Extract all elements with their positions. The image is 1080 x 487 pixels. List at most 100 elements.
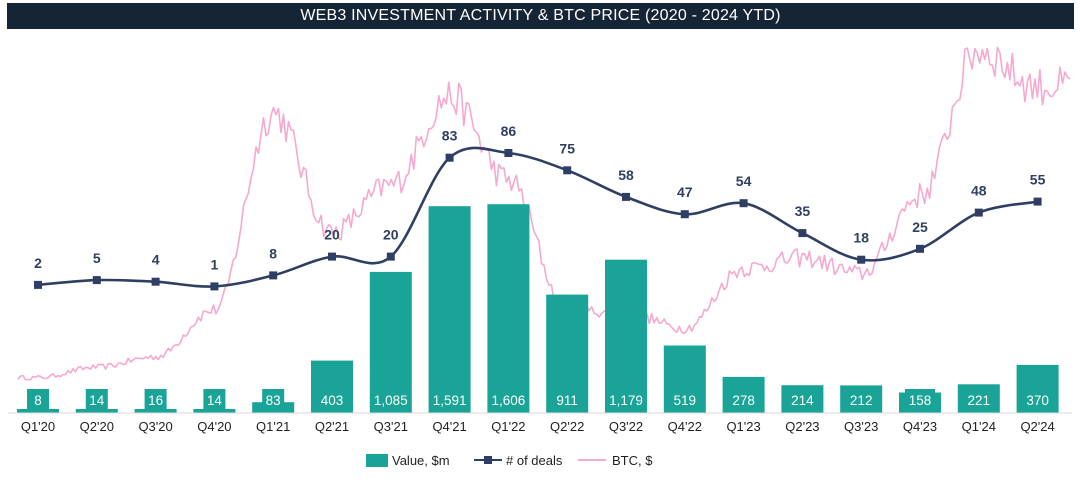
value-bar xyxy=(17,409,59,413)
deals-label: 2 xyxy=(34,255,42,271)
deals-label: 4 xyxy=(152,252,160,268)
deals-label: 35 xyxy=(795,203,811,219)
value-label: 158 xyxy=(909,393,932,408)
x-tick-label: Q1'22 xyxy=(491,419,525,434)
value-label: 8 xyxy=(34,393,42,408)
value-label-badge xyxy=(85,389,108,409)
value-label: 1,591 xyxy=(433,393,467,408)
value-label: 1,085 xyxy=(374,393,408,408)
value-label: 14 xyxy=(207,393,223,408)
value-bar xyxy=(546,294,589,413)
value-label: 278 xyxy=(732,393,755,408)
deals-line xyxy=(37,146,1038,288)
deals-marker xyxy=(34,280,42,289)
deals-marker xyxy=(269,271,278,280)
btc-price-layer xyxy=(17,46,1071,381)
legend-swatch-value xyxy=(366,454,388,467)
value-bar xyxy=(193,409,236,413)
value-bar xyxy=(134,409,177,413)
x-tick-label: Q2'21 xyxy=(315,419,349,434)
deals-label: 20 xyxy=(383,227,399,243)
deals-marker xyxy=(92,276,101,285)
chart-title: WEB3 INVESTMENT ACTIVITY & BTC PRICE (20… xyxy=(7,3,1074,29)
legend-label-value: Value, $m xyxy=(392,453,450,468)
legend-marker-deals xyxy=(484,456,492,464)
value-label: 403 xyxy=(321,393,344,408)
deals-label: 75 xyxy=(559,140,575,156)
x-tick-label: Q1'24 xyxy=(962,419,996,434)
deals-label: 47 xyxy=(677,184,693,200)
x-tick-label: Q3'22 xyxy=(609,419,643,434)
x-tick-label: Q2'24 xyxy=(1020,419,1054,434)
deals-marker xyxy=(916,244,924,253)
deals-label: 48 xyxy=(971,183,987,199)
deals-marker xyxy=(857,255,866,264)
deals-marker xyxy=(504,149,513,157)
value-bar xyxy=(781,385,824,413)
value-bars-layer: 8 14 16 14 83 403 1,085 1,591 1,606 911 1,179 519 27… xyxy=(17,204,1059,413)
deals-marker xyxy=(328,252,336,261)
x-tick-label: Q1'21 xyxy=(256,419,290,434)
x-tick-label: Q1'20 xyxy=(21,419,55,434)
value-bar xyxy=(369,271,412,413)
deals-marker xyxy=(739,199,748,208)
value-label: 83 xyxy=(266,393,281,408)
deals-marker xyxy=(563,166,572,175)
x-tick-label: Q4'23 xyxy=(903,419,937,434)
value-label: 1,606 xyxy=(492,393,526,408)
deals-label: 54 xyxy=(736,173,752,189)
deals-marker xyxy=(1033,197,1042,206)
value-label: 519 xyxy=(674,393,697,408)
deals-label: 5 xyxy=(93,250,101,266)
x-tick-label: Q4'20 xyxy=(197,419,231,434)
deals-marker xyxy=(210,282,219,291)
value-bar xyxy=(663,345,706,413)
deals-marker xyxy=(680,210,689,219)
deals-marker xyxy=(151,277,160,286)
legend: Value, $m # of deals BTC, $ xyxy=(366,453,653,468)
deals-label: 55 xyxy=(1030,172,1046,188)
value-bar xyxy=(957,384,1000,413)
deals-marker xyxy=(445,153,454,162)
value-bar xyxy=(428,206,471,413)
deals-label: 86 xyxy=(501,123,517,139)
value-label-badge xyxy=(144,389,167,409)
value-label: 14 xyxy=(89,393,105,408)
value-label: 1,179 xyxy=(609,393,643,408)
legend-label-deals: # of deals xyxy=(506,453,563,468)
value-label: 221 xyxy=(968,393,991,408)
value-label: 16 xyxy=(148,393,163,408)
x-tick-label: Q2'22 xyxy=(550,419,584,434)
deals-marker xyxy=(798,229,807,238)
deals-label: 83 xyxy=(442,128,458,144)
value-label-badge xyxy=(27,389,49,409)
value-bar xyxy=(75,409,118,413)
deals-marker xyxy=(622,192,630,201)
value-label-badge xyxy=(905,389,935,409)
x-tick-label: Q3'23 xyxy=(844,419,878,434)
value-label: 370 xyxy=(1026,393,1049,408)
x-tick-label: Q3'21 xyxy=(374,419,408,434)
value-label-badge xyxy=(262,389,285,409)
x-tick-label: Q4'22 xyxy=(668,419,702,434)
deals-label: 18 xyxy=(853,230,869,246)
value-bar xyxy=(605,259,647,413)
x-tick-label: Q2'23 xyxy=(785,419,819,434)
deals-label: 58 xyxy=(618,167,634,183)
x-tick-label: Q4'21 xyxy=(432,419,466,434)
value-label: 911 xyxy=(556,393,578,408)
value-label: 212 xyxy=(850,393,873,408)
x-axis-ticks: Q1'20 Q2'20 Q3'20 Q4'20 Q1'21 Q2'21 Q3'21 Q4'21… xyxy=(8,412,1072,434)
value-bar xyxy=(311,360,353,413)
deals-marker xyxy=(386,252,395,261)
deals-label: 1 xyxy=(211,256,219,272)
value-bar xyxy=(840,385,883,413)
value-bar xyxy=(1016,364,1059,413)
value-label: 214 xyxy=(791,393,814,408)
deals-label: 25 xyxy=(912,219,928,235)
value-bar xyxy=(722,376,765,413)
deals-marker xyxy=(974,208,983,217)
value-bar xyxy=(487,204,530,413)
